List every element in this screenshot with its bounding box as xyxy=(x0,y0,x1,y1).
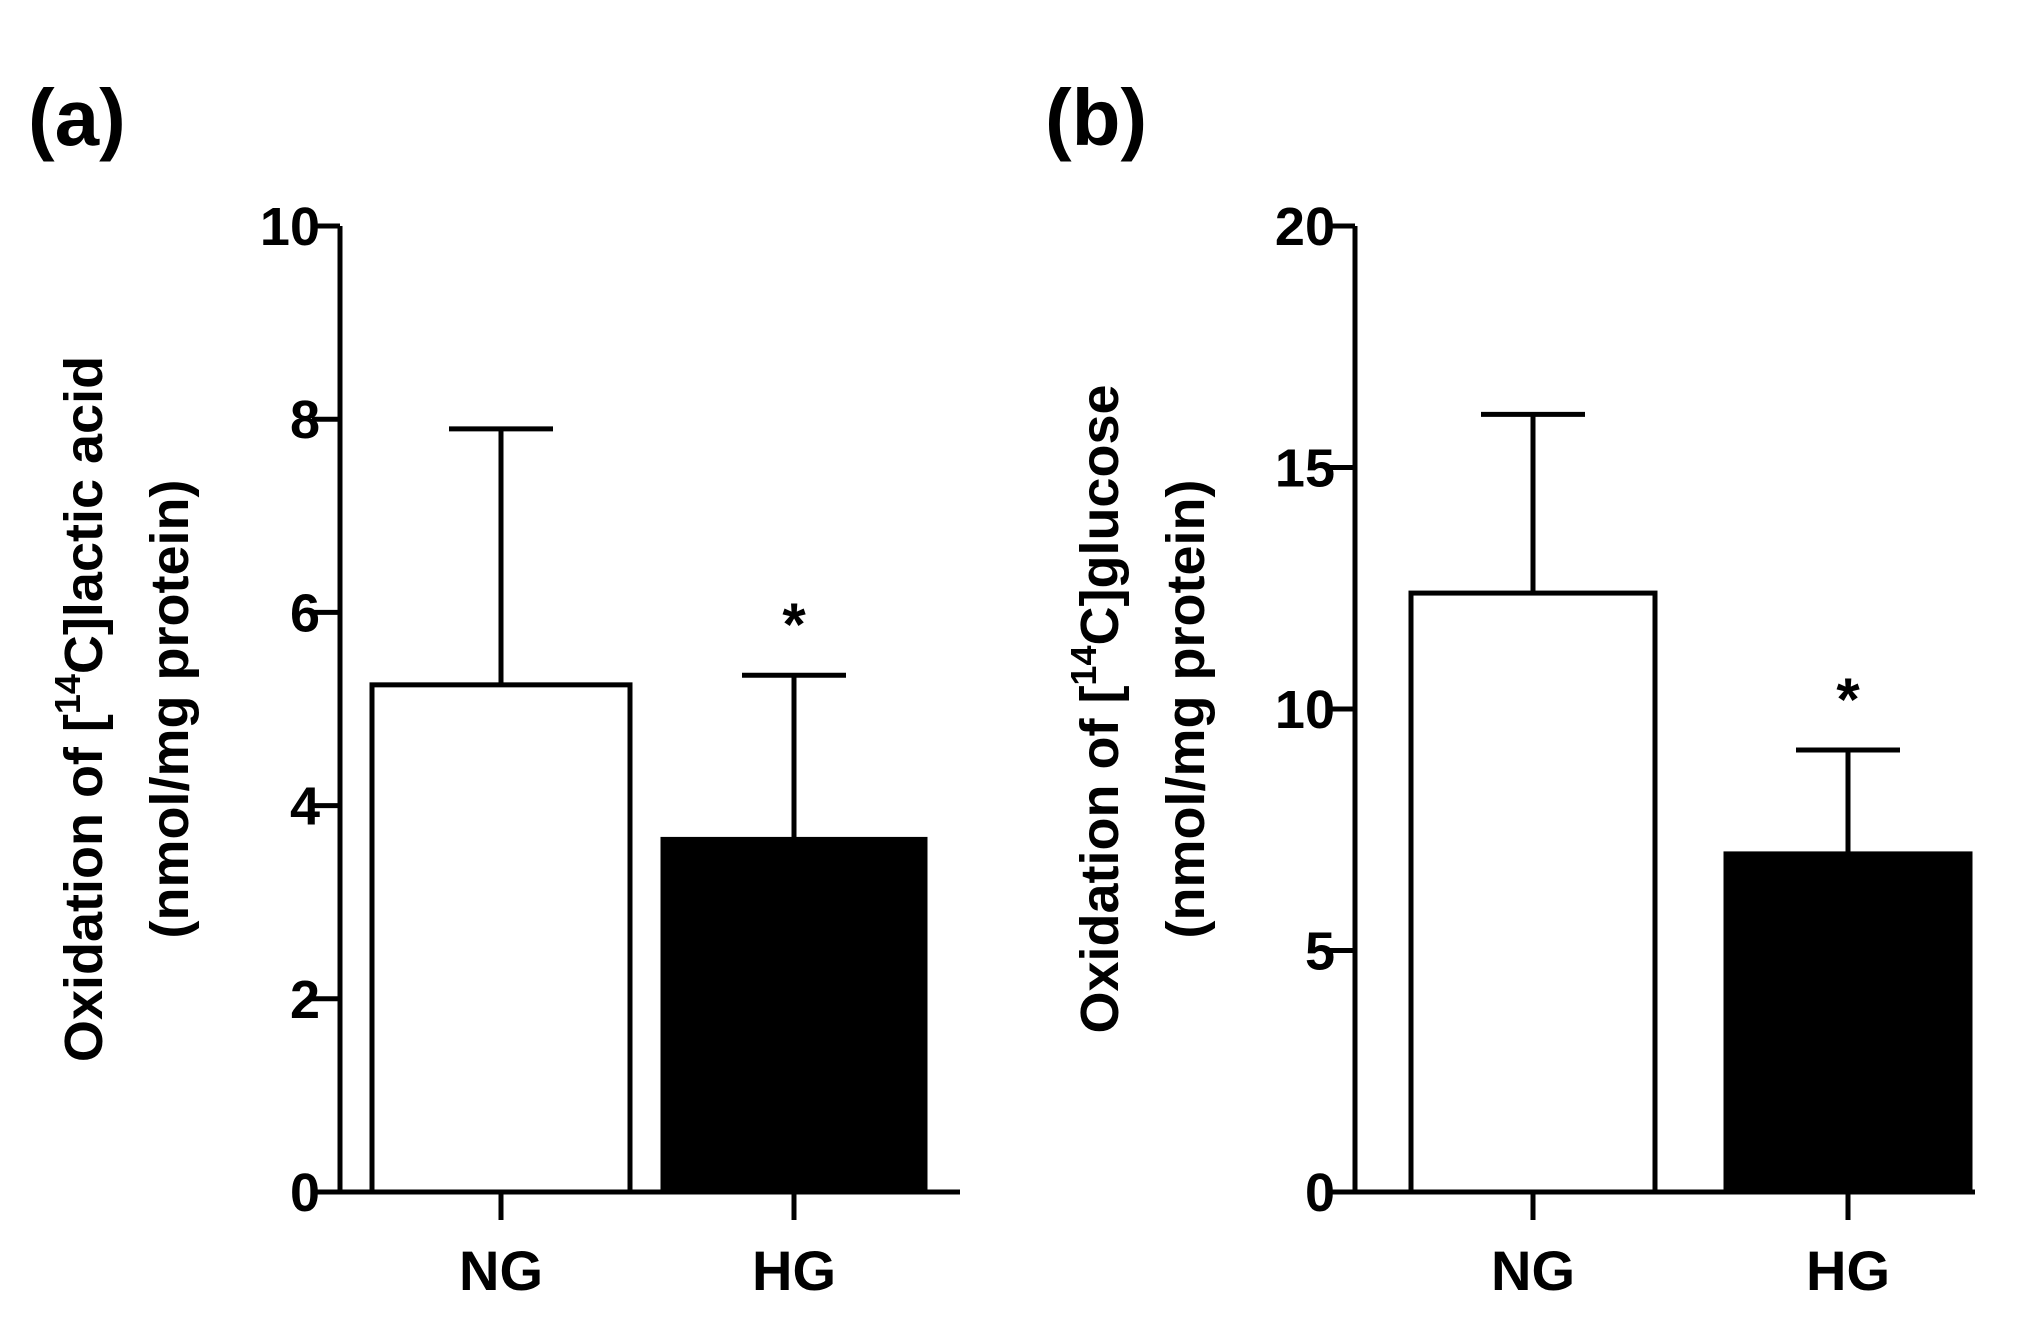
x-tick-label-ng: NG xyxy=(459,1239,543,1302)
y-tick-label: 10 xyxy=(260,197,320,257)
y-axis-title-superscript: 14 xyxy=(1063,646,1104,686)
significance-marker: * xyxy=(1836,666,1860,733)
x-tick-label-hg: HG xyxy=(752,1239,836,1302)
y-axis-title-line1: Oxidation of [14C]lactic acid xyxy=(47,356,114,1062)
y-tick-label: 2 xyxy=(290,970,320,1030)
y-axis-title-prefix: Oxidation of [ xyxy=(54,714,114,1062)
y-axis-title-prefix: Oxidation of [ xyxy=(1070,686,1130,1034)
y-axis-title-superscript: 14 xyxy=(47,674,88,714)
y-tick-label: 5 xyxy=(1305,922,1335,982)
chart-panel-b: (b) 0 5 10 15 20 NG HG * Oxidation of [14C]glucos… xyxy=(1045,73,1975,1302)
y-axis-title-line2: (nmol/mg protein) xyxy=(140,480,200,939)
y-axis-title-suffix: C]glucose xyxy=(1070,384,1130,645)
y-tick-label: 20 xyxy=(1275,197,1335,257)
significance-marker: * xyxy=(782,591,806,658)
y-tick-label: 4 xyxy=(290,777,320,837)
y-axis-title-suffix: C]lactic acid xyxy=(54,356,114,674)
panel-letter: (b) xyxy=(1045,73,1147,162)
bar-hg xyxy=(1723,851,1973,1195)
y-tick-label: 0 xyxy=(1305,1163,1335,1223)
y-tick-label: 0 xyxy=(290,1163,320,1223)
x-tick-label-hg: HG xyxy=(1806,1239,1890,1302)
y-tick-label: 6 xyxy=(290,583,320,643)
bar-hg xyxy=(660,836,928,1195)
chart-panel-a: (a) 0 2 4 6 8 10 NG HG * Oxidation of [14C]lactic … xyxy=(28,73,960,1302)
x-tick-label-ng: NG xyxy=(1491,1239,1575,1302)
panel-letter: (a) xyxy=(28,73,126,162)
y-axis-title-line1: Oxidation of [14C]glucose xyxy=(1063,384,1130,1033)
y-tick-label: 15 xyxy=(1275,439,1335,499)
y-tick-label: 10 xyxy=(1275,680,1335,740)
bar-ng xyxy=(1408,590,1658,1195)
y-axis-title-line2: (nmol/mg protein) xyxy=(1156,480,1216,939)
y-tick-label: 8 xyxy=(290,390,320,450)
bar-ng xyxy=(369,682,633,1195)
